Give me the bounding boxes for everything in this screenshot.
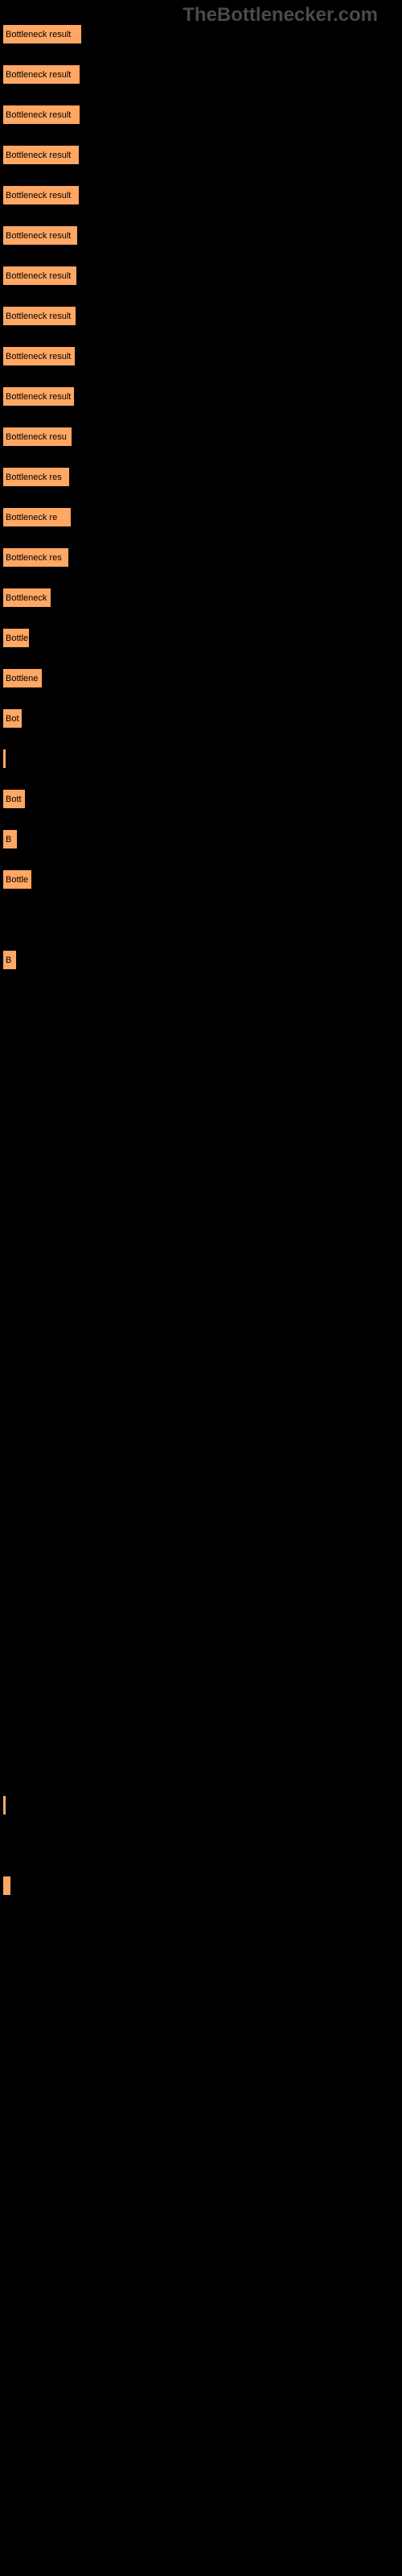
bar-row (2, 990, 402, 1010)
bar (2, 749, 6, 769)
bar: B (2, 950, 17, 970)
bar-row (2, 1755, 402, 1775)
bar: Bottleneck result (2, 24, 82, 44)
bar-row (2, 910, 402, 930)
bar-row: Bot (2, 708, 402, 729)
bar-row (2, 2037, 402, 2057)
bar (2, 1795, 6, 1815)
bar-row: Bottleneck resu (2, 427, 402, 447)
bar: Bottleneck re (2, 507, 72, 527)
bar-row (2, 1835, 402, 1856)
bar-row: Bottle (2, 628, 402, 648)
bar-row (2, 1795, 402, 1815)
bar: Bottleneck result (2, 306, 76, 326)
bar-row (2, 1232, 402, 1252)
bar-row (2, 1312, 402, 1332)
bar: Bottleneck result (2, 266, 77, 286)
bar-row: Bottleneck result (2, 306, 402, 326)
bar-row (2, 1393, 402, 1413)
bar: Bottleneck resu (2, 427, 72, 447)
bar: Bottleneck result (2, 346, 76, 366)
bar-row (2, 2198, 402, 2218)
bar-row (2, 2238, 402, 2258)
bar-row (2, 1071, 402, 1091)
bar-row (2, 1272, 402, 1292)
bar-row (2, 2359, 402, 2379)
bar: Bottle (2, 628, 30, 648)
bar-row: B (2, 829, 402, 849)
bar-row: Bott (2, 789, 402, 809)
bar-row (2, 749, 402, 769)
bar-row: Bottleneck result (2, 105, 402, 125)
bar-row: Bottle (2, 869, 402, 890)
bar-row (2, 2117, 402, 2137)
bar-row (2, 1956, 402, 1976)
bar-row (2, 2318, 402, 2339)
bar: Bottleneck res (2, 467, 70, 487)
bar: Bottleneck result (2, 105, 80, 125)
bar-row: B (2, 950, 402, 970)
bar: Bot (2, 708, 23, 729)
bar-row (2, 2077, 402, 2097)
bar-row (2, 1352, 402, 1373)
bar: Bottleneck result (2, 225, 78, 246)
bar-row (2, 1554, 402, 1574)
bar-row (2, 1715, 402, 1735)
bars-container: Bottleneck result Bottleneck result Bottle… (0, 0, 402, 2419)
bar-row (2, 1876, 402, 1896)
bar-row: Bottleneck result (2, 266, 402, 286)
bar-row (2, 1111, 402, 1131)
bar: Bottlene (2, 668, 43, 688)
bar-row: Bottleneck result (2, 225, 402, 246)
bar-row (2, 2278, 402, 2298)
bar: Bott (2, 789, 26, 809)
bar-row: Bottleneck res (2, 467, 402, 487)
bar-row (2, 1594, 402, 1614)
bar-row: Bottleneck (2, 588, 402, 608)
bar-row: Bottlene (2, 668, 402, 688)
bar-row (2, 2399, 402, 2419)
bar: Bottleneck res (2, 547, 69, 568)
bar-row: Bottleneck result (2, 64, 402, 85)
bar-row (2, 1191, 402, 1212)
bar-row (2, 2157, 402, 2178)
bar-row: Bottleneck re (2, 507, 402, 527)
bar-row: Bottleneck result (2, 386, 402, 407)
bar-row (2, 1151, 402, 1171)
bar-row (2, 1513, 402, 1534)
bar-row: Bottleneck result (2, 24, 402, 44)
bar-row (2, 1916, 402, 1936)
bar: Bottle (2, 869, 32, 890)
bar (2, 1876, 11, 1896)
bar-row (2, 1996, 402, 2017)
bar-row (2, 1473, 402, 1493)
bar-row (2, 1433, 402, 1453)
bar-row (2, 1674, 402, 1695)
bar-row (2, 1634, 402, 1654)
bar-row (2, 1030, 402, 1051)
bar-row: Bottleneck result (2, 185, 402, 205)
bar: Bottleneck (2, 588, 51, 608)
watermark-text: TheBottlenecker.com (183, 4, 378, 27)
bar: B (2, 829, 18, 849)
bar-row: Bottleneck result (2, 145, 402, 165)
bar-row: Bottleneck result (2, 346, 402, 366)
bar-row: Bottleneck res (2, 547, 402, 568)
bar: Bottleneck result (2, 145, 80, 165)
bar: Bottleneck result (2, 64, 80, 85)
bar: Bottleneck result (2, 386, 75, 407)
bar: Bottleneck result (2, 185, 80, 205)
